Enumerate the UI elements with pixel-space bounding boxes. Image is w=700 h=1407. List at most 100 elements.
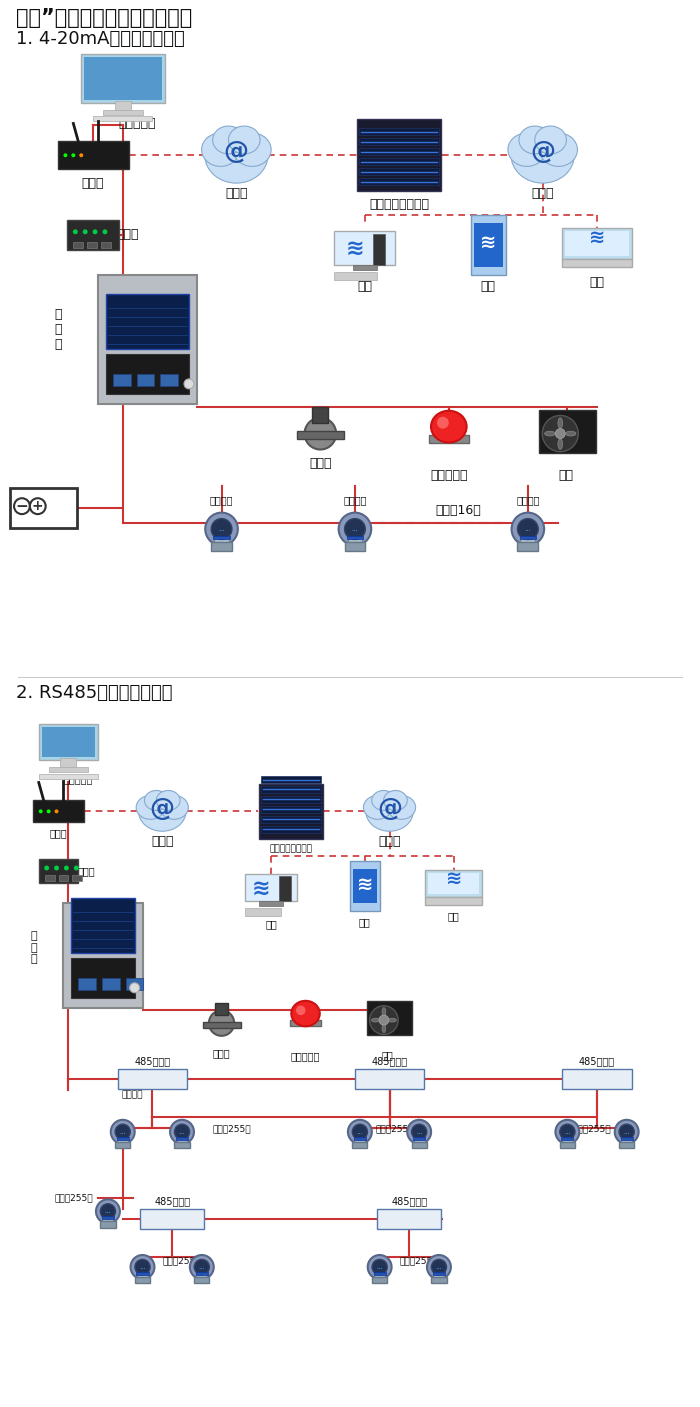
Bar [38,860,78,884]
Circle shape [344,519,365,539]
Bar [260,796,321,803]
Text: 风机: 风机 [382,1050,393,1059]
Bar [74,242,83,248]
Text: 通: 通 [31,930,37,941]
Circle shape [205,512,238,546]
Text: 可连接255台: 可连接255台 [400,1256,438,1265]
Circle shape [38,809,43,813]
Ellipse shape [387,795,416,819]
Text: @: @ [150,798,175,822]
Bar [33,801,84,822]
Text: 485中继器: 485中继器 [372,1055,407,1067]
Ellipse shape [139,792,186,832]
Bar [560,1141,575,1148]
Circle shape [64,153,67,158]
Text: 安帕尔网络服务器: 安帕尔网络服务器 [270,844,312,854]
Bar [414,1131,425,1142]
Text: ...: ... [377,1263,383,1271]
Bar [102,978,120,989]
Bar [64,903,143,1007]
Circle shape [194,1259,209,1275]
Bar [88,242,97,248]
Circle shape [190,1255,214,1279]
Bar [433,1272,445,1275]
Circle shape [111,1120,134,1144]
Bar [106,294,189,349]
Circle shape [73,229,78,235]
Bar [358,120,442,191]
Text: @: @ [377,798,402,822]
Text: 电脑: 电脑 [357,280,372,293]
Ellipse shape [558,439,563,449]
Bar [78,978,96,989]
Text: 互联网: 互联网 [531,187,554,200]
Circle shape [560,1124,575,1140]
Text: ...: ... [356,1128,363,1135]
Circle shape [64,865,69,871]
Bar [353,265,377,270]
Bar [377,1209,442,1228]
Bar [562,1069,631,1089]
Circle shape [431,1259,447,1275]
Bar [71,898,134,953]
Circle shape [130,1255,155,1279]
Bar [135,1278,150,1283]
Circle shape [352,1124,368,1140]
Bar [519,536,536,539]
Text: AC 220V: AC 220V [25,514,72,523]
Bar [48,767,88,771]
Text: 485中继器: 485中继器 [579,1055,615,1067]
Circle shape [55,809,59,813]
Bar [118,1131,128,1142]
Bar [260,777,321,784]
Text: 可连接255台: 可连接255台 [54,1193,92,1203]
Ellipse shape [388,1019,396,1021]
Bar [260,787,321,794]
Bar [260,816,321,823]
Circle shape [74,865,79,871]
Text: ≋: ≋ [446,868,462,888]
Circle shape [407,1120,431,1144]
Circle shape [71,153,76,158]
Bar [45,875,55,881]
Text: ≋: ≋ [480,234,496,252]
Ellipse shape [540,134,578,166]
Text: −: − [15,498,28,514]
Bar [211,543,232,552]
Circle shape [348,1120,372,1144]
Ellipse shape [558,418,563,428]
Bar [374,1272,386,1275]
Bar [259,900,283,906]
Ellipse shape [535,127,566,153]
Bar [106,355,189,394]
Circle shape [174,1124,190,1140]
Text: 信号输出: 信号输出 [343,495,367,505]
Bar [160,374,178,386]
Ellipse shape [228,127,260,153]
Bar [562,259,631,267]
Bar [38,774,98,778]
Circle shape [54,865,59,871]
Text: ...: ... [351,526,358,532]
Bar [367,1002,412,1036]
Text: 声光报警器: 声光报警器 [290,1051,320,1061]
Circle shape [542,415,578,452]
Bar [57,141,129,169]
Circle shape [47,809,50,813]
Bar [431,1278,447,1283]
Ellipse shape [296,1006,305,1014]
Bar [359,169,440,174]
Text: 485中继器: 485中继器 [391,1196,427,1206]
Bar [10,488,77,528]
Bar [202,1021,241,1029]
Bar [71,958,134,998]
Text: 485中继器: 485中继器 [579,1074,615,1083]
Text: 可连接255台: 可连接255台 [573,1124,611,1133]
Circle shape [370,1006,398,1034]
Bar [176,1137,188,1140]
Bar [473,222,503,266]
Bar [42,727,95,757]
Text: 风机: 风机 [558,469,573,481]
Bar [425,871,482,896]
Bar [312,407,328,422]
